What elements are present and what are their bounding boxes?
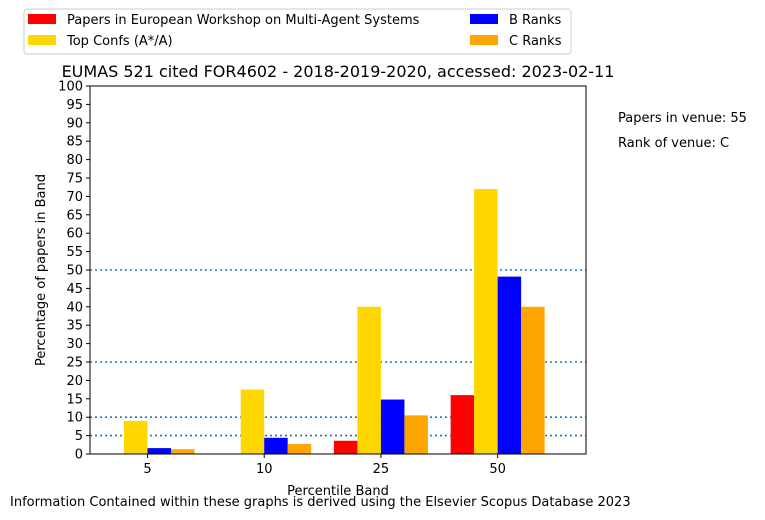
x-axis-label: Percentile Band (287, 484, 389, 499)
legend-label: Papers in European Workshop on Multi-Age… (67, 13, 420, 28)
bar-5-series-3 (171, 449, 195, 454)
bar-50-series-0 (450, 395, 475, 454)
x-tick-label: 50 (489, 462, 506, 477)
bar-5-series-1 (124, 420, 148, 454)
source-footer: Information Contained within these graph… (10, 495, 631, 510)
bar-25-series-3 (404, 415, 428, 454)
y-axis-label: Percentage of papers in Band (34, 174, 49, 366)
y-tick-label: 55 (66, 245, 83, 260)
y-tick-label: 100 (58, 80, 83, 95)
y-tick-label: 15 (66, 392, 83, 407)
y-tick-label: 45 (66, 282, 83, 297)
legend-swatch (470, 14, 498, 24)
bar-10-series-3 (287, 444, 312, 454)
y-tick-label: 0 (75, 448, 83, 463)
bars (124, 189, 545, 455)
bar-10-series-2 (264, 437, 288, 454)
y-tick-label: 60 (66, 227, 83, 242)
papers-in-venue-note: Papers in venue: 55 (618, 111, 747, 126)
x-axis: 5 10 25 50 (143, 454, 506, 477)
legend-label: C Ranks (509, 34, 562, 49)
legend-label: B Ranks (509, 13, 562, 28)
bar-25-series-2 (380, 399, 405, 454)
y-axis: 0 5 10 15 20 25 30 35 40 45 50 55 60 65 70 75 80 85 90 95 10… (58, 80, 90, 463)
y-tick-label: 40 (66, 300, 83, 315)
legend-swatch (28, 14, 56, 24)
y-tick-label: 85 (66, 135, 83, 150)
y-tick-label: 80 (66, 153, 83, 168)
y-tick-label: 30 (66, 337, 83, 352)
y-tick-label: 65 (66, 208, 83, 223)
bar-25-series-0 (333, 440, 358, 454)
bar-10-series-1 (240, 389, 265, 454)
y-tick-label: 35 (66, 319, 83, 334)
x-tick-label: 10 (256, 462, 273, 477)
legend-swatch (28, 35, 56, 45)
bar-50-series-2 (497, 276, 522, 454)
y-tick-label: 10 (66, 411, 83, 426)
bar-50-series-3 (521, 306, 545, 454)
y-tick-label: 5 (75, 429, 83, 444)
legend: Papers in European Workshop on Multi-Age… (23, 8, 572, 55)
y-tick-label: 95 (66, 98, 83, 113)
chart-title: EUMAS 521 cited FOR4602 - 2018-2019-2020… (62, 62, 615, 81)
y-tick-label: 20 (66, 374, 83, 389)
legend-label: Top Confs (A*/A) (66, 34, 173, 49)
rank-of-venue-note: Rank of venue: C (618, 136, 730, 151)
y-tick-label: 70 (66, 190, 83, 205)
y-tick-label: 50 (66, 264, 83, 279)
legend-box (23, 8, 572, 55)
x-tick-label: 5 (143, 462, 151, 477)
bar-50-series-1 (474, 189, 498, 455)
y-tick-label: 90 (66, 116, 83, 131)
bar-5-series-2 (147, 448, 172, 454)
y-tick-label: 25 (66, 356, 83, 371)
x-tick-label: 25 (373, 462, 390, 477)
bar-25-series-1 (357, 306, 381, 454)
legend-swatch (470, 35, 498, 45)
y-tick-label: 75 (66, 172, 83, 187)
